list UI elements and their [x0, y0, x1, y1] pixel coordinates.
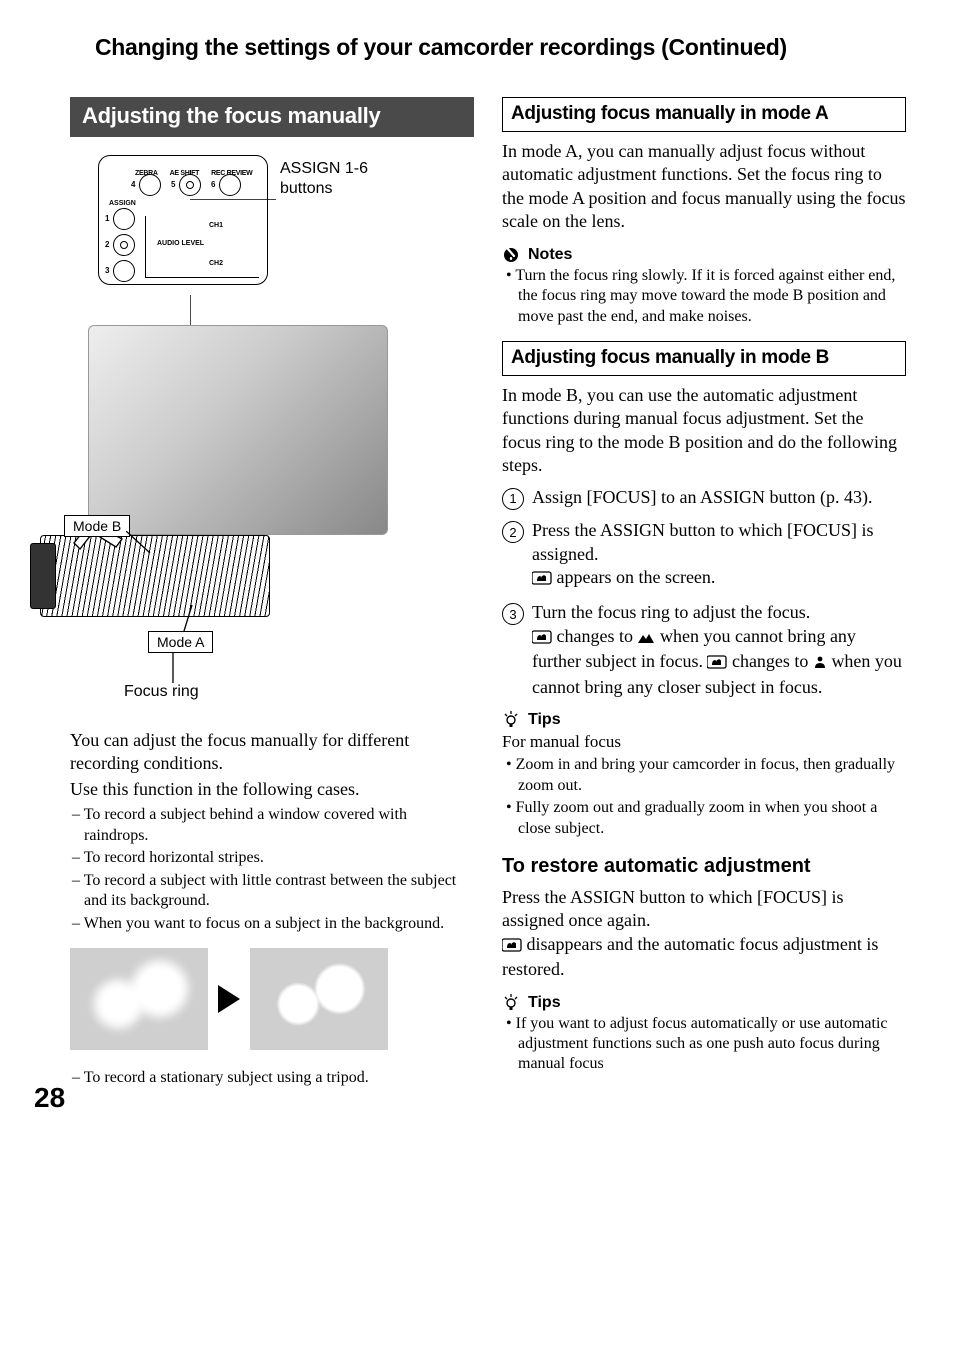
- restore-heading: To restore automatic adjustment: [502, 855, 906, 878]
- assign-button-3-icon: [113, 260, 135, 282]
- page: Changing the settings of your camcorder …: [0, 0, 954, 1128]
- assign-buttons-label: ASSIGN 1-6 buttons: [280, 159, 368, 199]
- list-item: To record horizontal stripes.: [72, 848, 474, 868]
- label-mode-b: Mode B: [64, 515, 130, 537]
- section-banner-adjust-focus: Adjusting the focus manually: [70, 97, 474, 137]
- sub-banner-mode-a: Adjusting focus manually in mode A: [502, 97, 906, 132]
- intro-paragraph-1: You can adjust the focus manually for di…: [70, 729, 474, 776]
- step-3-part-1: changes to: [552, 626, 637, 646]
- num-6: 6: [211, 180, 215, 189]
- num-1: 1: [105, 214, 109, 223]
- notes-heading: Notes: [502, 246, 906, 264]
- person-icon: [813, 652, 827, 675]
- use-cases-list-2: To record a stationary subject using a t…: [70, 1068, 474, 1088]
- label-assign: ASSIGN: [109, 200, 136, 207]
- list-item: Zoom in and bring your camcorder in focu…: [506, 755, 906, 796]
- focus-ring-leader-icon: [168, 653, 178, 683]
- tips-heading: Tips: [502, 711, 906, 729]
- list-item: To record a subject with little contrast…: [72, 871, 474, 912]
- tip-icon: [502, 711, 520, 729]
- step-1-text: Assign [FOCUS] to an ASSIGN button (p. 4…: [532, 487, 873, 507]
- mode-b-tips-list: Zoom in and bring your camcorder in focu…: [502, 755, 906, 839]
- num-5: 5: [171, 180, 175, 189]
- example-image-blurry: [70, 948, 208, 1050]
- two-column-layout: Adjusting the focus manually ZEBRA AE SH…: [70, 97, 906, 1098]
- list-item: To record a stationary subject using a t…: [72, 1068, 474, 1088]
- step-3-line-1: Turn the focus ring to adjust the focus.: [532, 601, 906, 624]
- focus-hand-icon: [707, 652, 727, 675]
- restore-tips-list: If you want to adjust focus automaticall…: [502, 1014, 906, 1075]
- focus-example-images: [70, 948, 474, 1050]
- num-2: 2: [105, 240, 109, 249]
- intro-paragraph-2: Use this function in the following cases…: [70, 778, 474, 801]
- tips-label: Tips: [528, 711, 561, 729]
- step-2-suffix: appears on the screen.: [552, 567, 715, 587]
- mode-a-notes-list: Turn the focus ring slowly. If it is for…: [502, 266, 906, 327]
- step-3-part-3: changes to: [727, 651, 812, 671]
- step-2: Press the ASSIGN button to which [FOCUS]…: [502, 519, 906, 591]
- mode-b-steps: Assign [FOCUS] to an ASSIGN button (p. 4…: [502, 486, 906, 699]
- focus-hand-icon: [532, 627, 552, 650]
- step-2-line-1: Press the ASSIGN button to which [FOCUS]…: [532, 519, 906, 566]
- tips-heading-2: Tips: [502, 994, 906, 1012]
- use-cases-list: To record a subject behind a window cove…: [70, 805, 474, 934]
- camcorder-diagram: ZEBRA AE SHIFT REC REVIEW 4 5 6 ASSIGN 1: [70, 155, 474, 715]
- step-2-line-2: appears on the screen.: [532, 566, 906, 591]
- restore-para-b: disappears and the automatic focus adjus…: [502, 934, 878, 979]
- notes-label: Notes: [528, 246, 572, 264]
- page-number: 28: [34, 1082, 65, 1114]
- right-column: Adjusting focus manually in mode A In mo…: [502, 97, 906, 1098]
- tips-intro: For manual focus: [502, 731, 906, 753]
- assign-buttons-label-l1: ASSIGN 1-6: [280, 160, 368, 177]
- assign-button-5-icon: [179, 174, 201, 196]
- mode-b-leader-icon: [126, 531, 156, 561]
- mode-b-paragraph: In mode B, you can use the automatic adj…: [502, 384, 906, 478]
- mode-a-leader-icon: [182, 605, 202, 633]
- step-3: Turn the focus ring to adjust the focus.…: [502, 601, 906, 699]
- label-mode-a: Mode A: [148, 631, 213, 653]
- assign-buttons-label-l2: buttons: [280, 180, 332, 197]
- list-item: If you want to adjust focus automaticall…: [506, 1014, 906, 1075]
- mountain-icon: [637, 627, 655, 650]
- num-4: 4: [131, 180, 135, 189]
- restore-paragraph: Press the ASSIGN button to which [FOCUS]…: [502, 886, 906, 982]
- left-column: Adjusting the focus manually ZEBRA AE SH…: [70, 97, 474, 1098]
- page-continued-title: Changing the settings of your camcorder …: [95, 34, 906, 61]
- assign-button-1-icon: [113, 208, 135, 230]
- num-3: 3: [105, 266, 109, 275]
- assign-button-4-icon: [139, 174, 161, 196]
- sub-banner-mode-b: Adjusting focus manually in mode B: [502, 341, 906, 376]
- focus-hand-icon: [502, 935, 522, 958]
- restore-para-a: Press the ASSIGN button to which [FOCUS]…: [502, 887, 844, 930]
- assign-button-2-icon: [113, 234, 135, 256]
- step-3-line-2: changes to when you cannot bring any fur…: [532, 625, 906, 699]
- focus-hand-icon: [532, 568, 552, 591]
- tips-label-2: Tips: [528, 994, 561, 1012]
- list-item: To record a subject behind a window cove…: [72, 805, 474, 846]
- list-item: When you want to focus on a subject in t…: [72, 914, 474, 934]
- assign-button-6-icon: [219, 174, 241, 196]
- tip-icon: [502, 994, 520, 1012]
- label-focus-ring: Focus ring: [124, 683, 199, 701]
- list-item: Turn the focus ring slowly. If it is for…: [506, 266, 906, 327]
- mode-a-paragraph: In mode A, you can manually adjust focus…: [502, 140, 906, 234]
- example-image-sharp: [250, 948, 388, 1050]
- note-icon: [502, 246, 520, 264]
- list-item: Fully zoom out and gradually zoom in whe…: [506, 798, 906, 839]
- arrow-right-icon: [218, 985, 240, 1013]
- step-1: Assign [FOCUS] to an ASSIGN button (p. 4…: [502, 486, 906, 510]
